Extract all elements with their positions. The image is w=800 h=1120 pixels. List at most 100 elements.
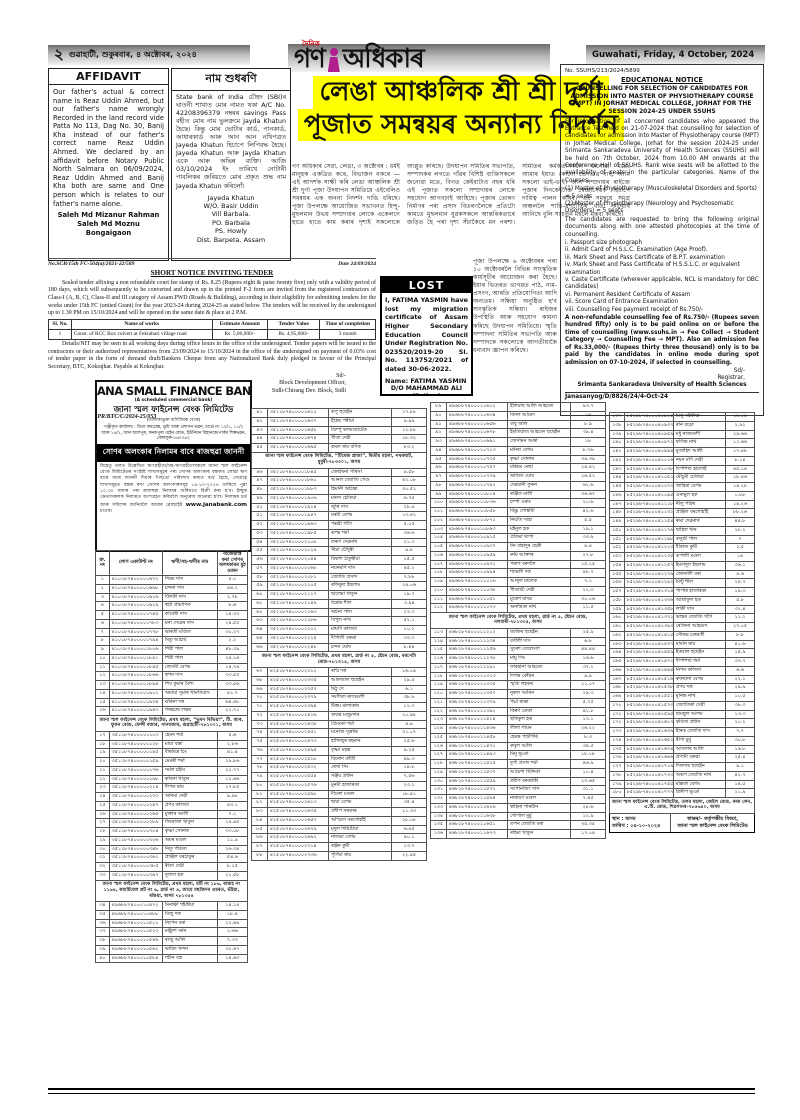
- gold-weight: ৮.৩: [570, 732, 606, 743]
- loan-account-no: ৩৫২১৮৭৪০০০০২১০৫: [266, 581, 330, 591]
- gold-weight: ৩৬.৬৭: [570, 489, 606, 500]
- loan-row: ১০১ ৪৯৬৮৮৭৪০০০১০৮৫৮ বিষ্ণু গোস্বামী ৪২.৬: [430, 507, 606, 517]
- branch-address-row: জানা স্মল ফাইনেন্স বেংক লিমিটেড, প্ৰথম ম…: [251, 651, 427, 668]
- serial-no: ৪৫: [251, 443, 268, 453]
- borrower-name: গোপাল মুৰ্মু: [507, 811, 571, 822]
- loan-row: ৩৩ ৩৫১১৮৭৪০০০০০৩৯৭ দুলাল হক ২১.৫৮: [95, 870, 248, 881]
- borrower-name: ৰেজিনা আহমেদ: [672, 622, 726, 632]
- loan-account-no: ৩৫২১৮৭৪০০০০২০৪৪: [266, 555, 330, 565]
- loan-account-no: ৪৬৮১৮৭৪০০০১১৬১৬: [445, 802, 509, 813]
- serial-no: ৫২: [251, 520, 268, 530]
- list-line: Sidli-Chirang Dev. Block, Sidli: [271, 388, 346, 395]
- gold-weight: ৪৪.৮: [724, 517, 755, 527]
- loan-row: ১৩২ ৪৬৮১৮৭৪০০০১১৫৯৪ নাৰায়ণ মণ্ডল ৭.৪৫: [430, 794, 606, 804]
- tender-col-value: Tender Value: [267, 318, 321, 331]
- headline-line2: পূজাত সমন্বয়ৰ অন্যান্য নিদৰ্শন: [297, 108, 625, 141]
- borrower-name: হীৰক জ্যোতি দাস: [672, 727, 726, 737]
- list-line: (2) Master of Physiotherapy (Neurology a…: [565, 200, 734, 215]
- borrower-name: ফাৰহানা আহমেদ: [507, 662, 571, 673]
- gold-weight: ৮.৭৬: [570, 445, 606, 456]
- list-line: Registrar,: [717, 375, 745, 382]
- serial-no: ১১৪: [430, 636, 447, 647]
- serial-no: ৮১: [251, 789, 268, 800]
- loan-account-no: ৮৫২৯৮৭৪০০০৪০৯১৫: [623, 412, 674, 422]
- loan-account-no: ৪৬৮১৮৭৪০০০১১৪৫৮: [445, 732, 509, 743]
- bank-website-link[interactable]: www.janabank.com: [185, 501, 247, 508]
- loan-row: ৪২ ৩৫১১৮৭৪০০০০১৬৩৭ ইদ্ৰিছ পৰীয়া ৯.৯৯: [251, 416, 427, 427]
- serial-no: ৪: [95, 601, 110, 612]
- loan-row: ১০০ ৪৯৬৮৮৭৪০০০১০৮৩৬ চম্পা ওৰাং ২০.৬: [430, 498, 606, 508]
- borrower-name: শিৱী পাল: [161, 645, 218, 655]
- loan-row: ১৩৯ ৮৫২৯৮৭৪০০০৪০৯৫৯ মধু ৰাজবংশী ২৯.৬৬: [609, 429, 755, 440]
- gold-weight: ২৮.০৮: [391, 815, 427, 826]
- loan-account-no: ৪২৫১৮৭৪০০০০২৩১২: [266, 667, 330, 677]
- loan-account-no: ৪২৫১৮৭৪০০০০২৫৯৮: [266, 789, 330, 800]
- borrower-name: স্বপ্না প্ৰামাণিক: [161, 601, 218, 612]
- loan-row: ১৬০ ৮৫২৯৮৭৪০০০৪১৩৭১ ভাস্কৰ জ্যোতি গগৈ ১১.২: [609, 613, 755, 623]
- article-continuation: পূজা উপলক্ষে ৬ অক্টোবৰৰ পৰা ১০ অক্টোবৰলৈ…: [473, 258, 557, 354]
- list-line: W/O. Basir Uddin: [203, 202, 259, 210]
- loan-row: ৭৯ ৪২৫১৮৭৪০০০০২৫৫৪ সঞ্জয় প্ৰধান ৭.৫৬: [251, 772, 427, 782]
- list-line: Dist. Barpeta. Assam: [196, 235, 266, 244]
- masthead-title-right: অধিকাৰ: [342, 44, 425, 74]
- serial-no: ১০৩: [430, 524, 447, 535]
- borrower-name: প্ৰাঞ্জল বৰঠাকুৰ: [161, 853, 218, 864]
- borrower-name: নিয়তি সাহা: [507, 515, 571, 526]
- loan-account-no: ৩৫১১৮৭৪০০০০১৬৩৭: [266, 416, 330, 427]
- borrower-name: লাকী দাস: [672, 604, 726, 615]
- borrower-name: পূৰ্ণিমা ৰায়: [328, 850, 392, 861]
- serial-no: ১৫৩: [609, 552, 625, 562]
- list-line: Bongaigaon: [85, 228, 132, 237]
- gold-weight: ১৪.৮: [391, 763, 427, 773]
- gold-weight: ৯.৫৮: [391, 467, 427, 478]
- loan-row: ১৭৬ ৮৫২৯৮৭৪০০০৪১৬৯৬ প্ৰণামী বৰুৱা ২৫.৪: [609, 753, 755, 763]
- edu-sign: Sd/- Registrar,: [565, 368, 759, 382]
- auction-footer: স্থান : অসম তাৰিখ : ০৪-১০-২০২৪ স্বাক্ষৰ/…: [609, 813, 755, 833]
- edu-title: EDUCATIONAL NOTICE: [621, 76, 703, 85]
- gold-weight: ১৯.৭: [391, 590, 427, 600]
- loan-row: ৪০ ৪৯৬৮৮৭৪০০০১০৫৮৪ শচীন বস্ত্ৰ ১৪.৬৩: [95, 953, 248, 964]
- serial-no: ১৫১: [609, 534, 625, 545]
- col-serial: ক্ৰ. নং: [95, 550, 110, 577]
- borrower-name: মৰমী বেগম: [328, 511, 392, 521]
- serial-no: ২২: [95, 774, 110, 785]
- borrower-name: আজগৰ আলি: [672, 744, 726, 755]
- serial-no: ৭৪: [251, 728, 268, 738]
- list-line: D/O MAHAMMAD ALI: [390, 384, 463, 392]
- loan-row: ১৪২ ৮৫২৯৮৭৪০০০৪১০১৬ নয়ন মণি দেৱী ৮.১৪: [609, 455, 755, 466]
- borrower-name: আয়েশা ছিদ্দিকা: [507, 767, 571, 778]
- serial-no: ১১৯: [430, 680, 447, 690]
- borrower-name: ইকবাল হুছেইন: [672, 648, 726, 658]
- borrower-name: ছাহিল খান: [672, 525, 726, 536]
- loan-account-no: ৮৫২৯৮৭৪০০০৪১১৯৮: [623, 534, 674, 545]
- loan-account-no: ৩৫১১৮৭৪০০০০০১৪৫: [108, 748, 163, 759]
- loan-row: ৫৫ ৩৫২১৮৭৪০০০০২০২৯ সীমা চৌধুৰী ৯.৮: [251, 546, 427, 556]
- serial-no: ১৩৭: [609, 412, 625, 422]
- branch-address: জানা স্মল ফাইনেন্স বেংক লিমিটেড, প্ৰথম ম…: [430, 612, 606, 629]
- gold-weight: ৩.৯৪: [391, 598, 427, 609]
- loan-account-no: ৮৫২৯৮৭৪০০০৪১০৯৫: [623, 490, 674, 501]
- serial-no: ২৫: [95, 800, 110, 811]
- gold-weight: ১২.৮৮: [391, 425, 427, 436]
- loan-row: ৯৫ ৪৯৬৮৮৭৪০০০১০৭৩৫ কৃষ্ণা সোনাৰ ৩৯.৩৯: [430, 454, 606, 465]
- gold-weight: ২৯.৫: [391, 675, 427, 686]
- borrower-name: মিনাক্ষী শইকীয়া: [161, 901, 218, 911]
- borrower-name: কিৰণ ডেকা: [507, 706, 571, 717]
- loan-row: ৬১ ৩৫২১৮৭৪০০০০২১৪৯ ধৰ্মেন্দ্ৰ শীল ৩.৯৪: [251, 598, 427, 609]
- borrower-name: জোনালী বৰা: [672, 569, 726, 580]
- gold-weight: ১৯.৩: [724, 587, 755, 597]
- serial-no: ১৪১: [609, 447, 625, 457]
- gold-weight: ৯.৬: [724, 569, 755, 580]
- loan-row: ১৩৮ ৮৫২৯৮৭৪০০০৪০৯৩৭ ৰনি বড়ো ২.৯২: [609, 420, 755, 431]
- gold-weight: ১৬.৬: [570, 654, 606, 664]
- loan-account-no: ৪৯৬৮৮৭৪০০০১০৫৮৪: [108, 953, 163, 964]
- borrower-name: দীপক ৰায়: [161, 783, 218, 794]
- loan-row: ১৮০ ৮৫২৯৮৭৪০০০৪১৭৭৭ ত্ৰিদীপ ভূঞা ২১.৯: [609, 788, 755, 798]
- gold-weight: ১৫.২৫: [570, 559, 606, 570]
- gold-weight: ১৪: [724, 552, 755, 562]
- borrower-name: আফজাল হুছেইন: [328, 675, 392, 686]
- loan-row: ৫৭ ৩৫২১৮৭৪০০০০২০৬৮ নয়নমণি দাস ৪৫.২: [251, 563, 427, 574]
- loan-account-no: ৩৫১১৮৭৪০০০০০১৯৮: [108, 774, 163, 785]
- auction-banner: সোণৰ অলংকাৰ নিলামৰ বাবে ৰাজহুৱা জাননী: [97, 443, 250, 462]
- list-line: vii. Score Card of Entrance Examination: [565, 299, 679, 306]
